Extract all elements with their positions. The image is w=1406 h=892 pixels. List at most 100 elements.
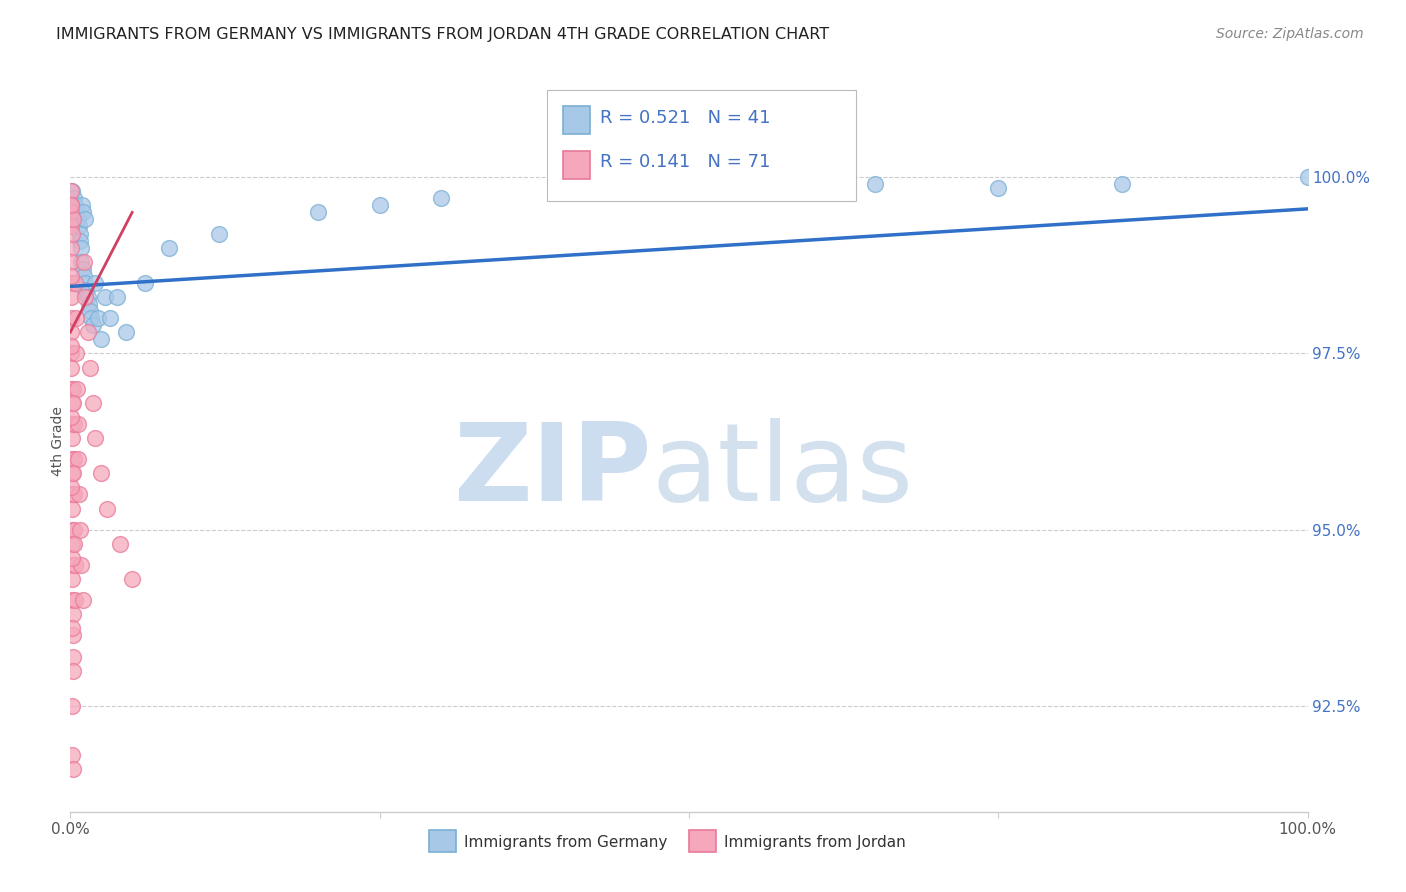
Point [94,290,117,304]
Point [90,332,112,346]
Point [60,382,83,396]
Point [65,346,87,360]
Point [60,572,83,586]
Point [90,467,112,481]
Point [60,290,83,304]
Point [63,487,86,501]
Point [62,763,84,777]
Point [63,593,86,607]
Point [60,184,83,198]
Point [67,487,90,501]
Point [79,360,101,375]
Point [430,191,453,205]
Point [60,396,83,410]
Point [307,205,329,219]
Point [60,339,83,353]
Point [60,325,83,339]
Point [60,227,83,241]
Point [60,409,83,424]
Bar [562,151,591,178]
Text: R = 0.141   N = 71: R = 0.141 N = 71 [600,153,770,171]
Point [84,431,107,445]
Point [70,254,93,268]
Point [105,290,128,304]
Point [121,572,143,586]
Point [1296,170,1319,185]
Point [60,452,83,467]
Point [79,304,101,318]
Point [368,198,391,212]
Point [86,311,108,326]
Point [59,241,82,255]
Point [76,290,98,304]
Text: R = 0.521   N = 41: R = 0.521 N = 41 [600,109,770,127]
Text: Immigrants from Germany: Immigrants from Germany [464,835,666,849]
Point [73,212,96,227]
Point [82,318,104,333]
Point [72,261,94,276]
Point [72,593,94,607]
Point [554,184,576,198]
Point [69,227,91,241]
Point [65,311,87,326]
Point [60,748,83,763]
Point [60,417,83,431]
Point [62,417,84,431]
Point [60,431,83,445]
Point [60,467,83,481]
Point [62,452,84,467]
Point [70,558,93,572]
Point [67,219,90,234]
Point [987,180,1010,194]
FancyBboxPatch shape [547,90,856,201]
Y-axis label: 4th Grade: 4th Grade [51,407,65,476]
Point [60,311,83,326]
Point [73,268,96,283]
Text: atlas: atlas [652,418,914,524]
Point [65,205,87,219]
Text: Immigrants from Jordan: Immigrants from Jordan [724,835,905,849]
Point [208,227,231,241]
Point [84,276,107,290]
Bar [689,830,716,853]
Point [63,191,86,205]
Point [60,537,83,551]
Point [60,698,83,713]
Point [60,621,83,635]
Point [69,241,91,255]
Point [69,523,91,537]
Point [60,360,83,375]
Point [62,664,84,678]
Point [66,417,89,431]
Text: IMMIGRANTS FROM GERMANY VS IMMIGRANTS FROM JORDAN 4TH GRADE CORRELATION CHART: IMMIGRANTS FROM GERMANY VS IMMIGRANTS FR… [56,27,830,42]
Point [98,311,121,326]
Point [72,205,94,219]
Point [63,558,86,572]
Point [82,396,104,410]
Point [59,205,82,219]
Point [66,212,89,227]
Point [115,325,138,339]
Point [80,311,103,326]
Point [62,396,84,410]
Point [60,487,83,501]
Point [1111,177,1133,191]
Point [66,382,89,396]
Point [60,523,83,537]
Point [76,325,98,339]
Point [63,523,86,537]
Text: ZIP: ZIP [453,418,652,524]
Point [62,212,84,227]
Point [62,628,84,642]
Point [75,283,97,297]
Point [60,480,83,494]
Point [75,276,97,290]
Point [60,593,83,607]
Point [60,550,83,565]
Point [863,177,886,191]
Point [75,290,97,304]
Text: Source: ZipAtlas.com: Source: ZipAtlas.com [1216,27,1364,41]
Point [60,558,83,572]
Point [59,198,82,212]
Point [108,537,131,551]
